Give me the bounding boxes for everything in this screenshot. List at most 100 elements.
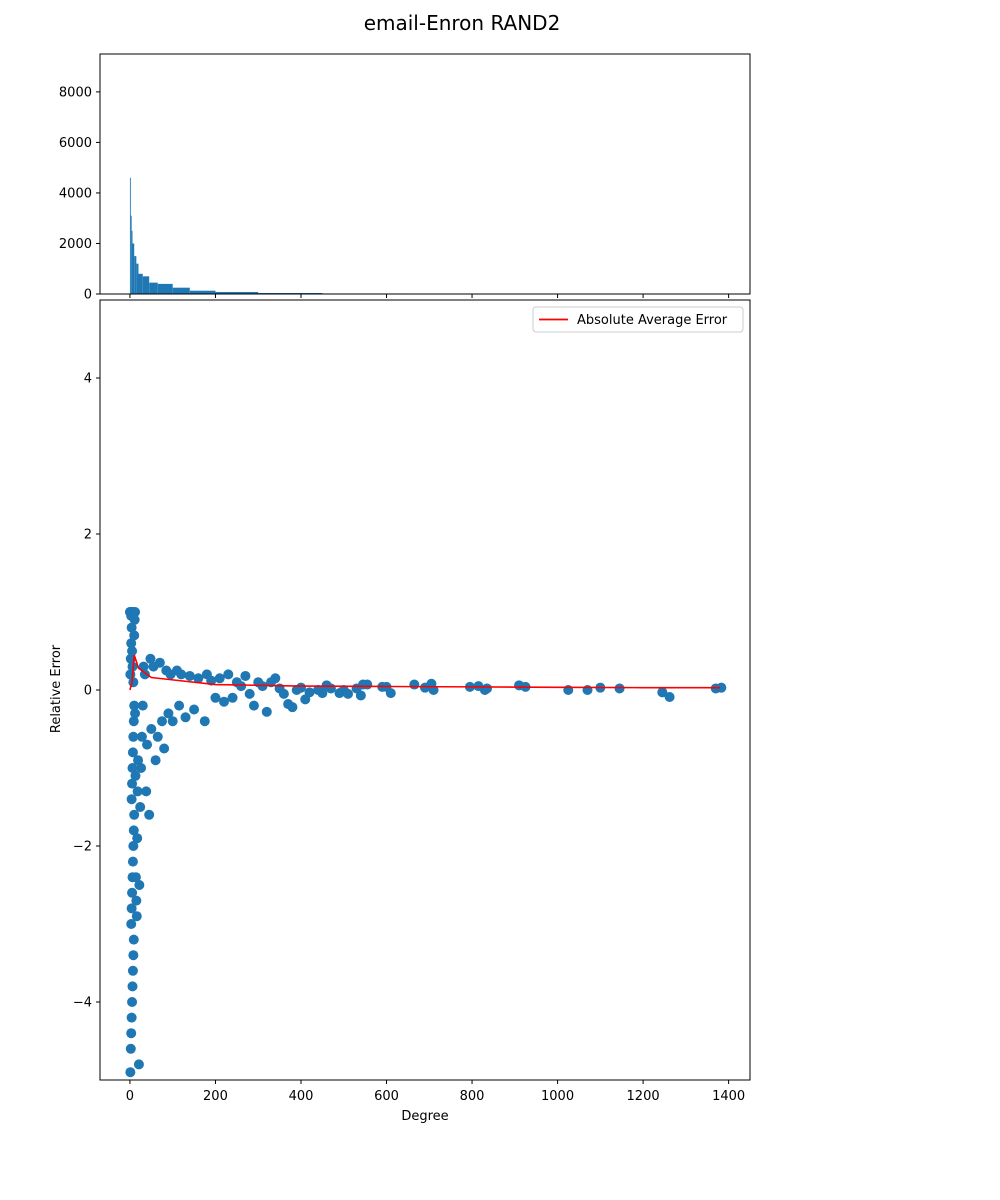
data-point: [304, 687, 315, 698]
legend: Absolute Average Error: [532, 306, 744, 333]
data-point: [134, 880, 145, 890]
data-point: [657, 687, 668, 698]
scatter-x-tick-label: 200: [203, 1089, 228, 1104]
data-point: [295, 682, 306, 693]
histogram-y-tick-label: 8000: [59, 85, 92, 100]
data-point: [174, 700, 185, 711]
data-point: [133, 755, 144, 766]
data-point: [664, 692, 675, 703]
data-point: [152, 731, 163, 742]
data-point: [129, 614, 140, 625]
data-point: [126, 1012, 137, 1023]
data-point: [163, 708, 174, 719]
data-point: [141, 786, 152, 797]
scatter-y-tick-label: −2: [73, 840, 92, 855]
data-point: [133, 1059, 144, 1070]
data-point: [127, 763, 138, 773]
data-point: [214, 673, 225, 684]
data-point: [244, 688, 255, 699]
data-point: [193, 673, 204, 684]
data-point: [128, 716, 139, 727]
histogram-frame: [99, 53, 751, 295]
data-point: [128, 934, 139, 945]
data-point: [132, 786, 143, 797]
data-point: [236, 681, 247, 692]
histogram-bar: [138, 273, 143, 294]
data-point: [126, 638, 137, 649]
histogram-y-tick-label: 4000: [59, 186, 92, 201]
data-point: [716, 682, 727, 693]
data-point: [136, 731, 147, 742]
legend-label: Absolute Average Error: [577, 313, 728, 328]
data-point: [131, 895, 142, 906]
scatter-y-tick-label: 2: [84, 528, 92, 543]
data-point: [150, 755, 161, 766]
histogram-bar: [142, 276, 150, 294]
histogram-bar: [172, 287, 190, 294]
data-point: [129, 700, 140, 711]
data-point: [126, 903, 137, 914]
data-point: [127, 856, 138, 867]
data-point: [128, 841, 139, 851]
data-point: [157, 716, 168, 727]
data-point: [362, 679, 373, 690]
data-point: [128, 677, 139, 688]
scatter-points: [124, 607, 727, 1078]
data-point: [127, 965, 138, 976]
scatter-y-tick-label: 0: [84, 684, 92, 699]
data-point: [199, 716, 210, 727]
figure-title: email-Enron RAND2: [364, 11, 561, 35]
data-point: [278, 688, 289, 699]
data-point: [159, 743, 170, 754]
data-point: [223, 669, 234, 680]
data-point: [482, 683, 493, 694]
data-point: [142, 739, 153, 750]
data-point: [287, 702, 298, 713]
data-point: [325, 683, 336, 694]
data-point: [385, 688, 396, 699]
scatter-x-tick-label: 1400: [712, 1089, 745, 1104]
data-point: [135, 802, 146, 812]
data-point: [261, 706, 272, 717]
scatter-x-tick-label: 400: [289, 1089, 314, 1104]
y-axis-label: Relative Error: [49, 644, 64, 733]
histogram-bar: [136, 263, 139, 294]
scatter-x-tick-label: 0: [126, 1089, 134, 1104]
histogram-bar: [215, 291, 259, 294]
data-point: [127, 646, 138, 656]
histogram-bar: [129, 177, 131, 294]
scatter-panel: −4 −2 0 2 4 0 200 400 600 800 1000 1200 1400 Degree Re…: [49, 299, 751, 1124]
histogram-bar: [131, 230, 133, 294]
data-point: [126, 622, 137, 633]
data-point: [240, 670, 251, 681]
legend-frame: [532, 306, 744, 333]
histogram-bar: [134, 256, 137, 294]
data-point: [355, 690, 366, 701]
histogram-bar: [258, 292, 323, 294]
data-point: [317, 688, 328, 699]
x-axis-label: Degree: [401, 1109, 448, 1124]
data-point: [144, 809, 155, 820]
data-point: [227, 692, 238, 703]
scatter-y-tick-label: 4: [84, 372, 92, 387]
data-point: [167, 716, 178, 727]
data-point: [270, 673, 281, 684]
data-point: [409, 679, 420, 690]
data-point: [129, 630, 140, 641]
data-point: [176, 669, 187, 680]
data-point: [126, 919, 137, 929]
data-point: [210, 692, 221, 703]
data-point: [184, 670, 195, 681]
data-point: [125, 1067, 136, 1078]
scatter-x-tick-label: 800: [460, 1089, 485, 1104]
histogram-bar: [157, 283, 173, 294]
histogram-panel: 0 2000 4000 6000 8000: [59, 53, 751, 303]
scatter-x-tick-label: 600: [374, 1089, 399, 1104]
data-point: [129, 809, 140, 820]
histogram-bar: [132, 243, 135, 294]
data-point: [128, 731, 139, 742]
data-point: [614, 683, 625, 694]
data-point: [343, 688, 354, 699]
histogram-y-tick-label: 6000: [59, 136, 92, 151]
